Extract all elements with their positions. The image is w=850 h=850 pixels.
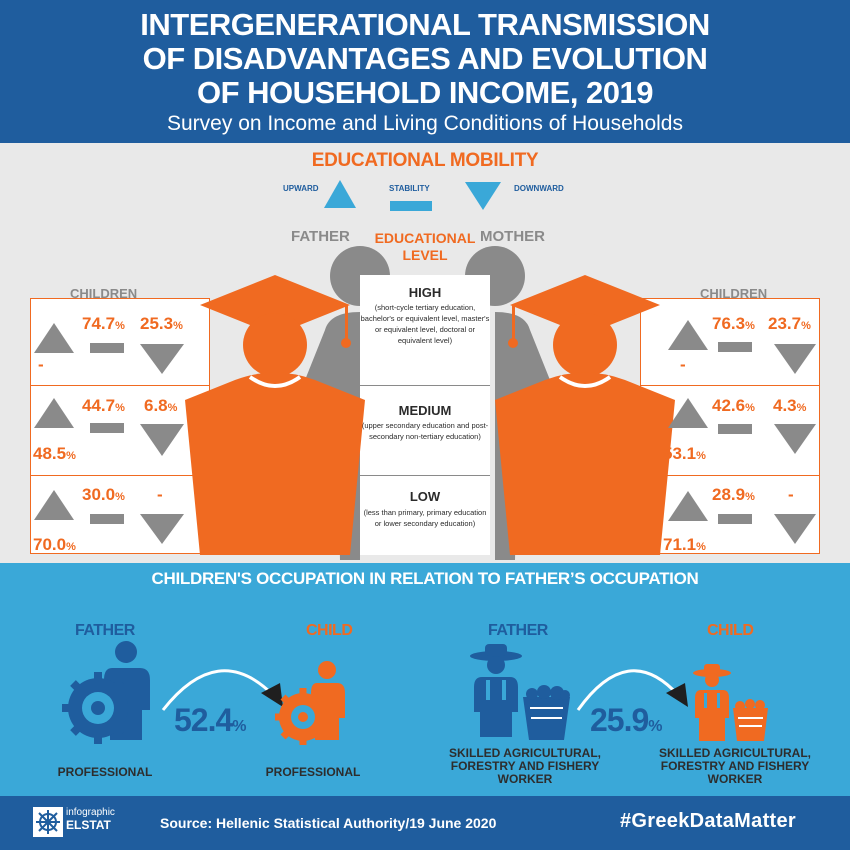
- transition-arrow-icon: [161, 669, 283, 711]
- educational-level-title: EDUCATIONAL LEVEL: [374, 230, 476, 263]
- stability-bar-icon: [718, 342, 752, 352]
- agricultural-pct: 25.9%: [590, 702, 663, 738]
- mother-high-downward-value: 23.7%: [768, 314, 811, 333]
- legend-stability-icon: [390, 201, 432, 211]
- mother-low-downward-value: -: [788, 485, 794, 504]
- stability-bar-icon: [718, 424, 752, 434]
- header-banner: [0, 0, 850, 143]
- father-children-label: CHILDREN: [70, 286, 138, 301]
- mother-label: MOTHER: [480, 228, 545, 245]
- professional-pct: 52.4%: [174, 702, 247, 738]
- father-medium-downward-value: 6.8%: [144, 396, 178, 415]
- graduate-daughter-icon: [495, 275, 675, 555]
- legend-stability-label: STABILITY: [389, 184, 430, 193]
- father-low-upward-value: 70.0%: [33, 535, 76, 554]
- downward-arrow-icon: [140, 424, 184, 456]
- mother-low-upward-value: 71.1%: [663, 535, 706, 554]
- upward-arrow-icon: [34, 398, 74, 428]
- page-subtitle: Survey on Income and Living Conditions o…: [167, 112, 683, 135]
- legend-downward-icon: [465, 182, 501, 210]
- father-occupation-2: SKILLED AGRICULTURAL, FORESTRY AND FISHE…: [449, 746, 601, 786]
- father-medium-upward-value: 48.5%: [33, 444, 76, 463]
- father-low-stability-value: 30.0%: [82, 485, 125, 504]
- father-row-divider: [30, 385, 210, 386]
- level-medium-desc: (upper secondary education and post-seco…: [361, 421, 489, 441]
- occupation-title: CHILDREN'S OCCUPATION IN RELATION TO FAT…: [151, 569, 699, 588]
- page-title-line-2: OF DISADVANTAGES AND EVOLUTION: [142, 41, 708, 76]
- graduate-son-icon: [185, 275, 365, 555]
- level-medium-title: MEDIUM: [398, 403, 452, 418]
- child-label-1: CHILD: [306, 622, 353, 639]
- educational-mobility-title: EDUCATIONAL MOBILITY: [311, 150, 539, 171]
- mother-medium-upward-value: 53.1%: [663, 444, 706, 463]
- level-low-title: LOW: [409, 489, 441, 504]
- stability-bar-icon: [90, 514, 124, 524]
- level-high-title: HIGH: [408, 285, 442, 300]
- father-row-divider: [30, 475, 210, 476]
- mother-medium-stability-value: 42.6%: [712, 396, 755, 415]
- brand-infographic: infographic: [66, 807, 115, 818]
- child-label-2: CHILD: [707, 622, 754, 639]
- legend-upward-label: UPWARD: [283, 184, 319, 193]
- legend-upward-icon: [324, 180, 356, 208]
- hashtag: #GreekDataMatter: [620, 810, 796, 832]
- father-high-downward-value: 25.3%: [140, 314, 183, 333]
- stability-bar-icon: [718, 514, 752, 524]
- child-occupation-2: SKILLED AGRICULTURAL, FORESTRY AND FISHE…: [659, 746, 811, 786]
- farmer-child-icon: [693, 664, 768, 741]
- upward-arrow-icon: [668, 491, 708, 521]
- mother-row-divider: [640, 475, 820, 476]
- elstat-logo-icon: [33, 807, 63, 837]
- stability-bar-icon: [90, 343, 124, 353]
- mother-medium-downward-value: 4.3%: [773, 396, 807, 415]
- upward-arrow-icon: [34, 323, 74, 353]
- stability-bar-icon: [90, 423, 124, 433]
- level-divider: [360, 475, 490, 476]
- downward-arrow-icon: [140, 514, 184, 544]
- professional-father-icon: [62, 641, 150, 744]
- downward-arrow-icon: [774, 344, 816, 374]
- page-title-line-1: INTERGENERATIONAL TRANSMISSION: [140, 7, 710, 42]
- father-high-upward-value: -: [38, 355, 44, 374]
- father-label: FATHER: [291, 228, 350, 245]
- professional-child-icon: [275, 661, 345, 745]
- level-high-desc: (short-cycle tertiary education, bachelo…: [360, 303, 490, 345]
- upward-arrow-icon: [34, 490, 74, 520]
- level-low-desc: (less than primary, primary education or…: [363, 508, 487, 528]
- mother-high-stability-value: 76.3%: [712, 314, 755, 333]
- level-divider: [360, 385, 490, 386]
- footer: [0, 796, 850, 850]
- farmer-father-icon: [470, 644, 570, 740]
- father-medium-stability-value: 44.7%: [82, 396, 125, 415]
- downward-arrow-icon: [140, 344, 184, 374]
- mother-row-divider: [640, 385, 820, 386]
- mother-high-upward-value: -: [680, 355, 686, 374]
- brand-elstat: ELSTAT: [66, 818, 111, 832]
- source-text: Source: Hellenic Statistical Authority/1…: [160, 815, 497, 831]
- father-label-1: FATHER: [75, 622, 135, 639]
- mother-children-label: CHILDREN: [700, 286, 768, 301]
- upward-arrow-icon: [668, 398, 708, 428]
- downward-arrow-icon: [774, 424, 816, 454]
- father-mobility-markers: [34, 323, 184, 544]
- mother-mobility-markers: [668, 320, 816, 544]
- father-low-downward-value: -: [157, 485, 163, 504]
- page-title-line-3: OF HOUSEHOLD INCOME, 2019: [196, 75, 654, 110]
- father-high-stability-value: 74.7%: [82, 314, 125, 333]
- mother-low-stability-value: 28.9%: [712, 485, 755, 504]
- levels-column: [360, 275, 490, 555]
- transition-arrow-icon: [576, 669, 688, 711]
- father-occupation-1: PROFESSIONAL: [57, 765, 153, 779]
- child-occupation-1: PROFESSIONAL: [265, 765, 361, 779]
- father-label-2: FATHER: [488, 622, 548, 639]
- legend-downward-label: DOWNWARD: [514, 184, 564, 193]
- downward-arrow-icon: [774, 514, 816, 544]
- upward-arrow-icon: [668, 320, 708, 350]
